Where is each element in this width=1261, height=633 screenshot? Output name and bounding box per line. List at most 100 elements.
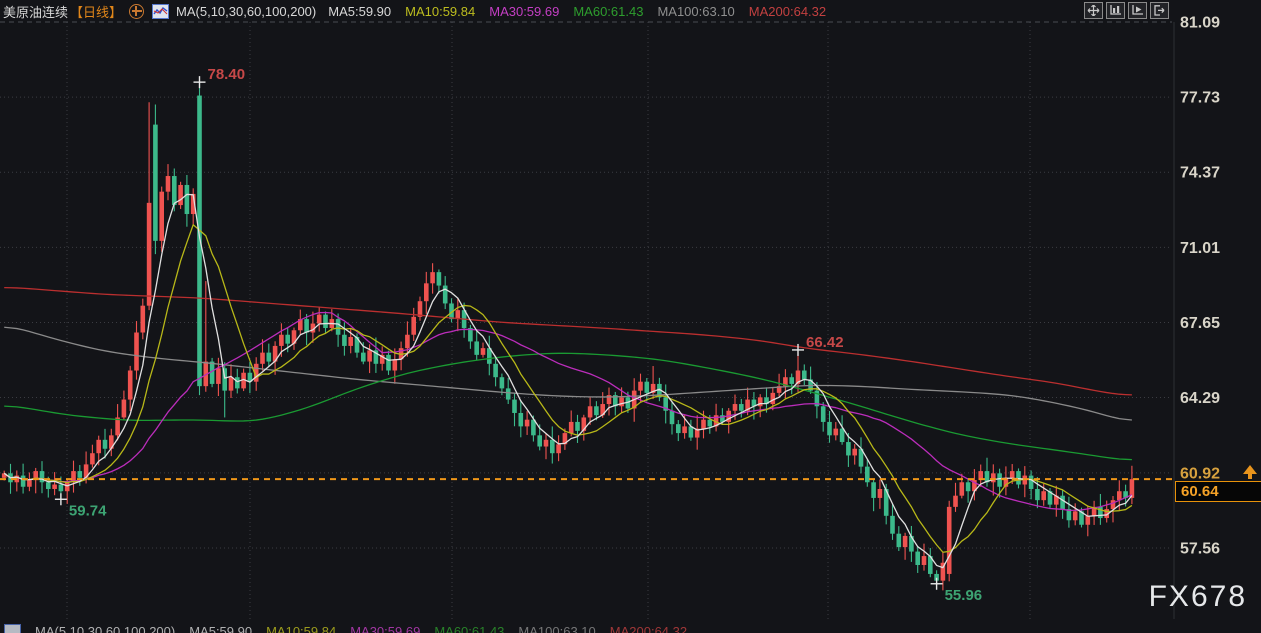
candle-body — [625, 397, 631, 409]
candle-body — [839, 428, 845, 443]
circle-plus-icon[interactable] — [129, 3, 145, 19]
pan-crosshair-icon[interactable] — [1084, 2, 1103, 19]
ma-value-label: MA200:64.32 — [609, 624, 688, 633]
candle-body — [682, 426, 687, 434]
export-chart-icon[interactable] — [1150, 2, 1169, 19]
candle-body — [209, 361, 215, 384]
candle-body — [795, 370, 801, 384]
ma-line-ma30 — [3, 311, 1133, 512]
instrument-title: 美原油连续 — [3, 4, 69, 20]
candle-body — [109, 435, 114, 449]
candle-body — [1047, 491, 1053, 505]
secondary-pane-header-clipped: MA(5,10,30,60,100,200) MA5:59.90 MA10:59.8… — [0, 624, 1261, 633]
ma-line-ma100 — [4, 326, 1132, 421]
candle-body — [1117, 491, 1122, 501]
candle-body — [493, 363, 498, 378]
candle-body — [90, 453, 95, 465]
candle-body — [1009, 471, 1015, 478]
candle-body — [430, 272, 435, 284]
candle-body — [657, 383, 662, 398]
candle-body — [298, 319, 303, 331]
candle-body — [783, 377, 788, 387]
candle-body — [732, 404, 738, 411]
candle-body — [348, 336, 353, 346]
ma-values-row: MA5:59.90 MA10:59.84 MA30:59.69 MA60:61.43 M… — [328, 4, 840, 19]
ma-value-label: MA5:59.90 — [189, 624, 253, 633]
price-axis-tick: 74.37 — [1180, 165, 1220, 182]
candle-body — [253, 363, 259, 382]
candle-body — [310, 323, 316, 333]
watermark: FX678 — [1148, 580, 1247, 613]
candle-body — [291, 330, 297, 344]
candle-body — [102, 439, 108, 449]
candle-body — [304, 319, 309, 333]
candle-body — [140, 305, 146, 333]
candle-body — [121, 399, 127, 418]
axis-chart-icon[interactable] — [1106, 2, 1125, 19]
candle-body — [285, 334, 290, 344]
candle-body — [316, 314, 322, 324]
candle-body — [946, 506, 952, 574]
price-axis-tick: 60.92 — [1180, 465, 1220, 482]
candle-body — [676, 424, 681, 434]
candle-body — [984, 471, 990, 483]
last-price-value: 60.64 — [1181, 483, 1219, 501]
candle-body — [405, 334, 410, 349]
candle-body — [739, 404, 744, 411]
candle-body — [241, 372, 246, 389]
ma-value-label: MA60:61.43 — [434, 624, 505, 633]
candle-body — [776, 386, 782, 393]
candle-body — [959, 482, 965, 496]
chart-toolbar — [1081, 2, 1169, 19]
ma-line-ma200 — [4, 286, 1132, 396]
candle-body — [890, 515, 895, 534]
candle-body — [272, 345, 278, 362]
candle-body — [1110, 500, 1116, 510]
ma-line-ma10 — [3, 224, 1133, 553]
candle-body — [197, 95, 202, 387]
candle-body — [367, 350, 372, 362]
candle-body — [896, 533, 902, 548]
ma-value-label: MA10:59.84 — [405, 3, 476, 19]
candle-body — [531, 419, 536, 436]
candle-body — [997, 473, 1002, 487]
period-label: 【日线】 — [70, 4, 123, 20]
candle-body — [449, 303, 454, 320]
ma-value-label: MA30:59.69 — [489, 3, 560, 19]
candle-body — [373, 350, 379, 364]
candle-body — [153, 124, 158, 241]
candle-body — [146, 202, 152, 306]
extreme-price-label: 55.96 — [945, 587, 983, 604]
candle-body — [354, 336, 360, 353]
candle-body — [96, 439, 101, 454]
price-up-arrow-icon — [1243, 465, 1257, 480]
candle-body — [550, 439, 555, 454]
candle-body — [858, 448, 864, 467]
candle-body — [562, 433, 568, 445]
candle-body — [852, 448, 857, 456]
candle-body — [606, 395, 612, 405]
candle-body — [424, 283, 429, 302]
candle-body — [71, 471, 76, 483]
candle-body — [613, 395, 618, 407]
candle-body — [386, 354, 391, 371]
play-chart-icon[interactable] — [1128, 2, 1147, 19]
candle-body — [820, 406, 826, 422]
candle-body — [417, 301, 423, 317]
candle-body — [216, 368, 221, 384]
extreme-price-label: 59.74 — [69, 502, 107, 519]
mini-chart-icon — [152, 3, 170, 19]
candle-body — [764, 397, 769, 405]
candle-body — [361, 352, 366, 362]
candle-body — [487, 348, 492, 364]
candle-body — [411, 316, 416, 335]
candle-body — [1098, 506, 1103, 519]
candle-body — [46, 482, 51, 489]
candle-body — [770, 392, 776, 405]
candle-body — [436, 272, 442, 286]
candle-body — [1041, 491, 1046, 501]
candle-body — [159, 191, 164, 241]
candle-body — [751, 399, 757, 407]
price-axis-tick: 81.09 — [1180, 15, 1220, 32]
